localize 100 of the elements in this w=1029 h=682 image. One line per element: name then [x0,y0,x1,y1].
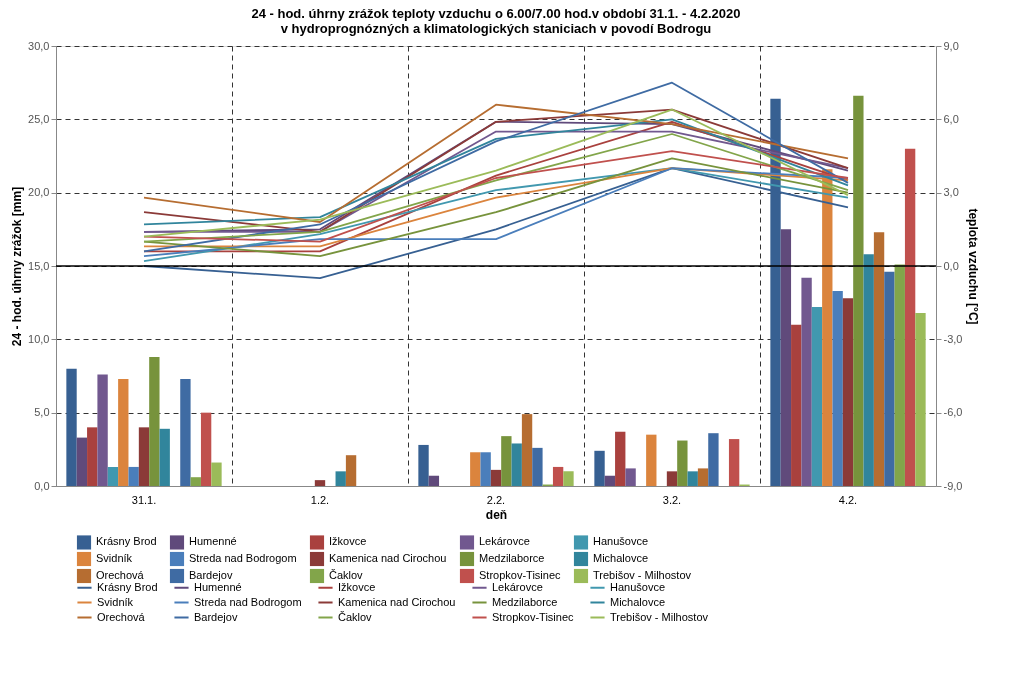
line-series [143,81,849,253]
legend-label: Michalovce [593,552,649,564]
line-series [143,150,849,243]
bar [66,368,77,486]
bar [646,434,657,486]
bar [563,471,574,486]
bar [801,277,812,486]
bar [107,466,119,486]
bar [708,433,719,486]
bar [532,447,543,486]
legend-label: Bardejov [194,610,238,623]
y-tick-label: 10,0 [28,332,50,345]
bar [873,232,885,486]
bar [76,437,88,486]
bar [190,477,201,486]
legend-label: Medzilaborce [492,595,558,608]
legend-label: Streda nad Bodrogom [194,595,302,608]
bar [149,356,160,486]
y-tick-label: 30,0 [28,39,50,52]
x-tick-label: 3.2. [662,493,682,506]
y-tick-label: 15,0 [28,259,50,272]
x-axis-title: deň [485,507,508,522]
bar [915,312,926,486]
legend-label: Lekárovce [492,580,543,593]
legend-label: Humenné [194,580,242,593]
bar [335,471,346,486]
legend-label: Krásny Brod [97,580,158,593]
legend-label: Trebišov - Milhostov [610,610,709,623]
bar [677,440,688,486]
x-tick-label: 31.1. [131,493,157,506]
legend-label: Orechová [96,569,145,581]
bar [666,471,678,486]
bar [200,412,212,486]
y2-tick-label: 3,0 [943,186,959,199]
bar [832,290,843,486]
x-tick-label: 1.2. [310,493,330,506]
legend-label: Svidník [96,552,133,564]
bar [128,466,139,486]
bar [811,307,823,486]
bar [480,452,491,486]
bar [470,452,481,486]
y-tick-label: 25,0 [28,112,50,125]
bar [853,95,864,486]
legend-label: Stropkov-Tisinec [479,569,562,581]
legend-label: Hanušovce [593,535,649,548]
legend-label: Bardejov [189,569,233,581]
bar [211,462,222,486]
legend-label: Krásny Brod [96,535,157,548]
legend-label: Medzilaborce [479,552,545,564]
legend-label: Kamenica nad Cirochou [338,595,456,608]
legend-label: Svidník [97,595,134,608]
bar [552,466,564,486]
bar [791,324,802,486]
y2-axis-title: teplota vzduchu [°C] [966,208,981,325]
bar [138,427,150,486]
bar [511,443,522,486]
bar [87,427,98,486]
bar [159,428,170,486]
legend-label: Ižkovce [338,580,376,593]
x-tick-label: 4.2. [838,493,858,506]
y2-tick-label: -6,0 [943,406,963,419]
legend-label: Orechová [97,610,146,623]
y-tick-label: 0,0 [34,479,50,492]
y2-tick-label: -3,0 [943,332,963,345]
bar [842,298,854,486]
legend-label: Trebišov - Milhostov [593,569,692,581]
bar [728,439,740,486]
legend-label: Humenné [189,535,237,548]
legend-label: Michalovce [610,595,666,608]
bar [501,436,512,486]
y-tick-label: 5,0 [34,406,50,419]
bar [625,468,636,486]
legend-label: Čaklov [329,569,364,581]
bar [418,444,429,486]
bar [490,469,502,486]
bar [780,229,792,486]
bar [863,254,874,486]
bar [521,414,533,486]
legend-label: Lekárovce [479,535,530,548]
y-axis-title: 24 - hod. úhrny zrážok [mm] [10,186,25,347]
bar [180,378,191,486]
bar [904,148,916,486]
legend-label: Streda nad Bodrogom [189,552,297,564]
legend-label: Hanušovce [610,580,666,593]
legend-label: Kamenica nad Cirochou [329,552,447,564]
bar [615,431,626,486]
y2-tick-label: 9,0 [943,39,959,52]
bar [697,468,709,486]
bar [604,475,616,486]
legend-label: Čaklov [338,610,373,623]
bar [314,480,326,486]
y2-tick-label: -9,0 [943,479,963,492]
legend-label: Ižkovce [329,535,367,548]
chart-title: 24 - hod. úhrny zrážok teploty vzduchu o 6.00/7.00 hod.v období 31.1. - 4.2.2020 v hydroprognózných a klimatologických staniciach v povodí Bodrogu [251,6,741,36]
bar [97,374,108,486]
bar [884,271,895,486]
bar [687,471,698,486]
y2-tick-label: 0,0 [943,259,959,272]
legend-label: Stropkov-Tisinec [492,610,575,623]
bar [594,450,605,486]
